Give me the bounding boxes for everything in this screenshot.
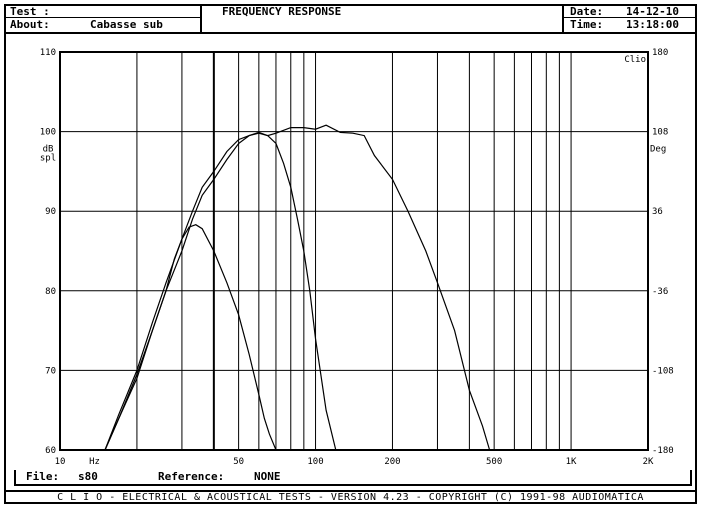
corner-label: Clio (624, 55, 646, 65)
about-value: Cabasse sub (90, 18, 163, 31)
y-tick-label: 70 (45, 366, 56, 376)
about-label: About: (10, 18, 50, 31)
plot-area-border (59, 51, 649, 451)
header-divider-right (562, 4, 564, 32)
reference-value: NONE (254, 470, 281, 483)
header-panel: Test : About: Cabasse sub FREQUENCY RESP… (4, 4, 697, 34)
x-tick-label: 500 (486, 457, 502, 467)
header-row-divider-left (4, 17, 200, 18)
y-tick-label: 80 (45, 287, 56, 297)
reference-label: Reference: (158, 470, 225, 483)
x-tick-label: 50 (233, 457, 244, 467)
time-value: 13:18:00 (626, 18, 679, 31)
y-tick-label: 60 (45, 446, 56, 456)
test-label: Test : (10, 5, 50, 18)
y2-tick-label: 180 (652, 48, 668, 58)
date-label: Date: (570, 5, 604, 18)
y2-tick-label: -36 (652, 287, 668, 297)
y2-tick-label: -108 (652, 366, 674, 376)
time-label: Time: (570, 18, 604, 31)
y2-tick-label: 36 (652, 207, 663, 217)
y2-tick-label: -180 (652, 446, 674, 456)
clio-window-frame (4, 4, 697, 504)
x-tick-label: 200 (384, 457, 400, 467)
x-tick-label: 1K (566, 457, 577, 467)
footer-copyright: C L I O - ELECTRICAL & ACOUSTICAL TESTS … (4, 490, 697, 504)
y-tick-label: 100 (40, 128, 56, 138)
x-tick-label: 10 (55, 457, 66, 467)
y2-unit-label: Deg (650, 145, 666, 155)
series-line-2 (104, 131, 337, 451)
y-tick-label: 90 (45, 207, 56, 217)
file-value: s80 (78, 470, 98, 483)
header-divider-left (200, 4, 202, 32)
y-tick-label: 110 (40, 48, 56, 58)
x-tick-label: 100 (307, 457, 323, 467)
y2-tick-label: 108 (652, 128, 668, 138)
x-tick-label: 2K (643, 457, 654, 467)
x-unit-label: Hz (89, 457, 100, 467)
date-value: 14-12-10 (626, 5, 679, 18)
y-unit-label: spl (40, 154, 56, 164)
header-row-divider-right (564, 17, 697, 18)
y-unit-label: dB (43, 145, 54, 155)
chart-title: FREQUENCY RESPONSE (222, 5, 342, 18)
file-label: File: (26, 470, 60, 483)
series-line-3 (104, 224, 277, 451)
series-line-1 (104, 124, 491, 451)
status-bar: File: s80 Reference: NONE (14, 470, 692, 486)
